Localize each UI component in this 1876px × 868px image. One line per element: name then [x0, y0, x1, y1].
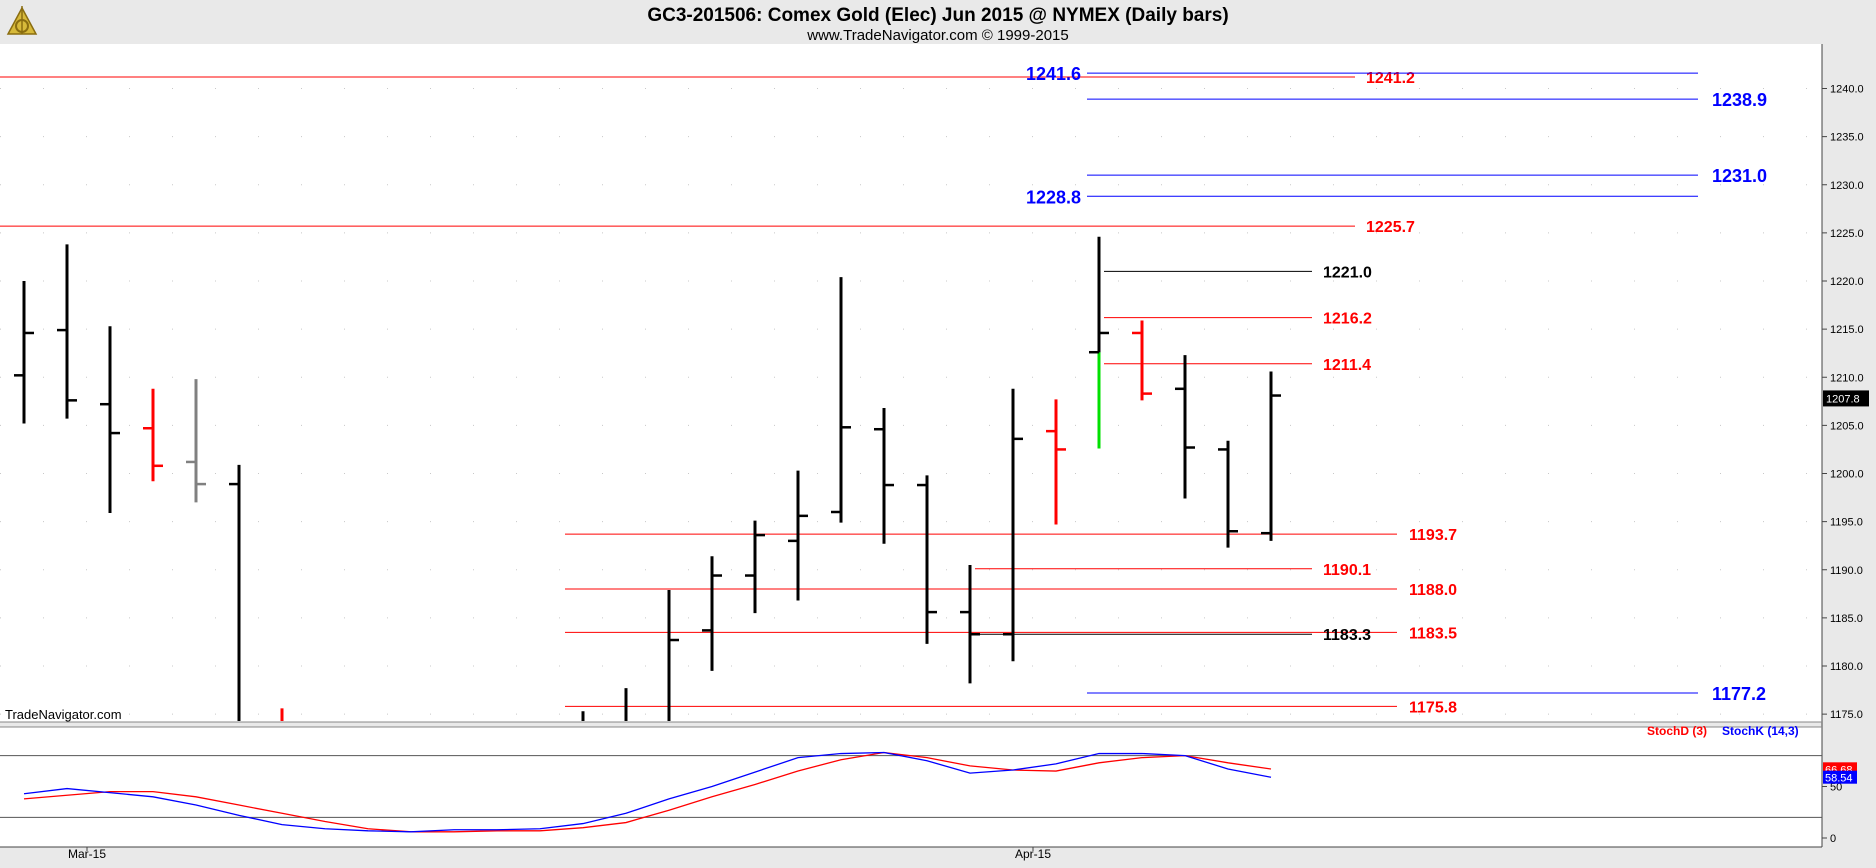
y-axis: 1240.0 1235.0 1230.0 1225.0 1220.0 1215.0 1210… [1822, 84, 1869, 721]
y-tick-label: 1200.0 [1830, 469, 1864, 481]
stoch-value-label: 58.54 [1825, 773, 1853, 785]
level-label: 1183.5 [1409, 625, 1457, 642]
stochastic-panel [0, 727, 1822, 847]
level-label: 1225.7 [1366, 219, 1415, 236]
y-tick-label: 1230.0 [1830, 180, 1864, 192]
price-panel [0, 44, 1822, 722]
level-label: 1183.3 [1323, 627, 1371, 644]
watermark: TradeNavigator.com [5, 707, 122, 722]
level-label: 1241.6 [1026, 64, 1081, 84]
x-tick-label: Apr-15 [1015, 847, 1051, 861]
y-tick-label: 1220.0 [1830, 276, 1864, 288]
level-label: 1238.9 [1712, 90, 1767, 110]
ohlc-bar [14, 281, 34, 424]
support-resistance-levels: 1241.2 1225.7 1221.0 1216.2 1211.4 1193.7 1190… [0, 64, 1767, 716]
level-label: 1188.0 [1409, 582, 1457, 599]
ohlc-bar [788, 470, 808, 601]
stoch-legend-label: StochK (14,3) [1722, 724, 1799, 738]
stoch-y-tick-label: 50 [1830, 782, 1842, 794]
ohlc-bar [667, 589, 679, 721]
last-price-label: 1207.8 [1826, 393, 1860, 405]
last-price-box [1823, 390, 1869, 407]
y-tick-label: 1195.0 [1830, 517, 1863, 529]
y-tick-label: 1210.0 [1830, 372, 1864, 384]
x-axis: Mar-15 Apr-15 [0, 846, 1822, 861]
level-label: 1241.2 [1366, 70, 1415, 87]
ohlc-bar [57, 244, 77, 419]
ohlc-bar [186, 379, 206, 503]
stoch-series-line [23, 751, 1272, 833]
level-label: 1228.8 [1026, 187, 1081, 207]
y-tick-label: 1175.0 [1830, 709, 1863, 721]
y-tick-label: 1240.0 [1830, 84, 1864, 96]
level-label: 1177.2 [1712, 684, 1766, 704]
ohlc-bar [1218, 440, 1238, 548]
y-tick-label: 1205.0 [1830, 420, 1864, 432]
level-label: 1175.8 [1409, 699, 1457, 716]
ohlc-bar [831, 277, 851, 523]
ohlc-bar [745, 520, 765, 614]
y-tick-label: 1180.0 [1830, 661, 1863, 673]
ohlc-bar [960, 564, 980, 684]
y-tick-label: 1190.0 [1830, 565, 1863, 577]
y-tick-label: 1215.0 [1830, 324, 1864, 336]
ohlc-bar [874, 408, 894, 544]
ohlc-bar [100, 326, 120, 513]
ohlc-bars [14, 236, 1281, 721]
ohlc-bar [1261, 371, 1281, 541]
ohlc-bar [1003, 388, 1023, 662]
level-label: 1231.0 [1712, 166, 1767, 186]
stoch-series-line [23, 751, 1272, 833]
ohlc-bar [1089, 236, 1109, 449]
ohlc-bar [702, 556, 722, 671]
ohlc-bar [229, 464, 241, 721]
stoch-y-tick-label: 0 [1830, 833, 1836, 845]
y-tick-label: 1225.0 [1830, 228, 1864, 240]
level-label: 1221.0 [1323, 264, 1372, 281]
y-tick-label: 1235.0 [1830, 132, 1864, 144]
ohlc-bar [1046, 399, 1066, 525]
level-label: 1190.1 [1323, 562, 1371, 579]
sextant-logo-icon [2, 2, 42, 40]
stoch-legend-label: StochD (3) [1647, 724, 1707, 738]
level-label: 1193.7 [1409, 527, 1457, 544]
stoch-value-box [1823, 770, 1857, 784]
ohlc-bar [1132, 320, 1152, 401]
level-label: 1216.2 [1323, 311, 1372, 328]
level-label: 1211.4 [1323, 357, 1371, 374]
y-tick-label: 1185.0 [1830, 613, 1863, 625]
x-tick-label: Mar-15 [68, 847, 106, 861]
ohlc-bar [917, 475, 937, 644]
chart-title: GC3-201506: Comex Gold (Elec) Jun 2015 @… [647, 5, 1228, 26]
chart-subtitle: www.TradeNavigator.com © 1999-2015 [806, 27, 1068, 44]
ohlc-bar [143, 388, 163, 482]
ohlc-bar [1175, 355, 1195, 499]
